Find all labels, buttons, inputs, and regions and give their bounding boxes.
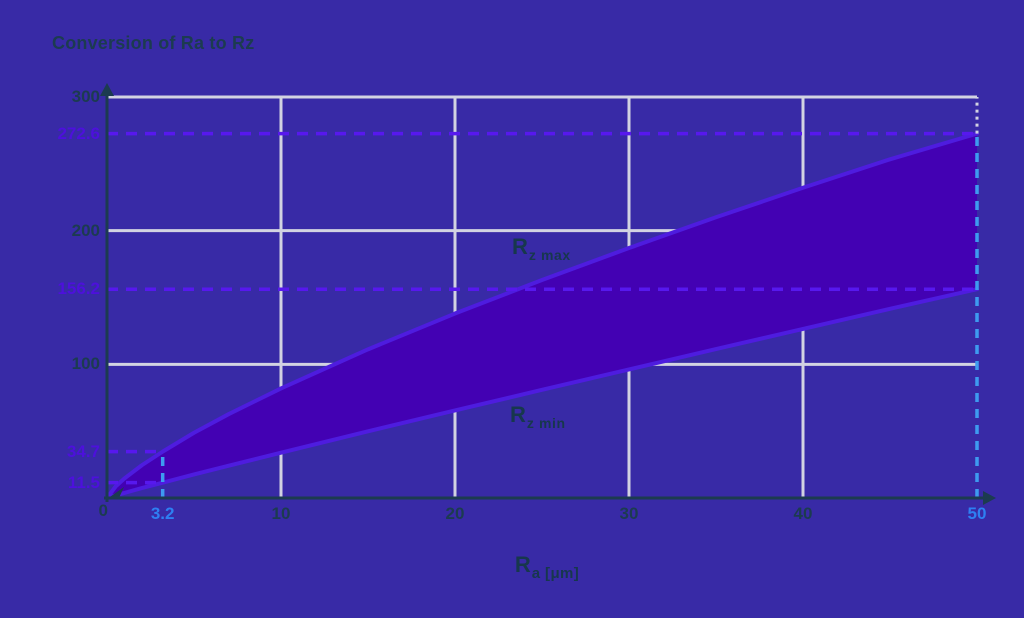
series-label-rz-max: Rz max — [512, 234, 571, 263]
y-axis-arrowhead — [100, 83, 114, 96]
x-tick-label: 40 — [793, 504, 813, 523]
x-axis-arrowhead — [983, 491, 996, 505]
rz-min-curve — [105, 287, 979, 500]
series-label-subscript: z max — [528, 247, 571, 263]
y-tick-label: 100 — [71, 354, 100, 374]
x-mark-label: 50 — [967, 504, 987, 523]
x-axis-title-symbol: R — [514, 552, 531, 577]
origin-arrowhead — [107, 487, 124, 499]
series-label-subscript: z min — [526, 415, 566, 431]
y-mark-label: 156.2 — [57, 279, 100, 299]
series-label-rz-min: Rz min — [510, 402, 566, 431]
y-tick-label: 200 — [71, 220, 100, 240]
rz-max-curve — [105, 131, 979, 500]
series-label-symbol: R — [510, 402, 526, 427]
y-mark-label: 272.6 — [57, 123, 100, 143]
series-label-symbol: R — [512, 234, 528, 259]
x-axis-title: Ra [μm] — [514, 552, 579, 582]
chart-title: Conversion of Ra to Rz — [52, 33, 255, 53]
rz-band — [107, 133, 977, 498]
x-mark-label: 3.2 — [150, 504, 175, 523]
y-tick-label: 300 — [71, 87, 100, 106]
origin-label: 0 — [98, 501, 108, 520]
y-mark-label: 34.7 — [66, 441, 100, 461]
x-tick-label: 20 — [445, 504, 465, 523]
x-tick-label: 30 — [619, 504, 639, 523]
y-mark-label: 11.5 — [67, 472, 100, 492]
x-tick-label: 10 — [271, 504, 291, 523]
x-axis-title-subscript: a [μm] — [531, 565, 580, 582]
